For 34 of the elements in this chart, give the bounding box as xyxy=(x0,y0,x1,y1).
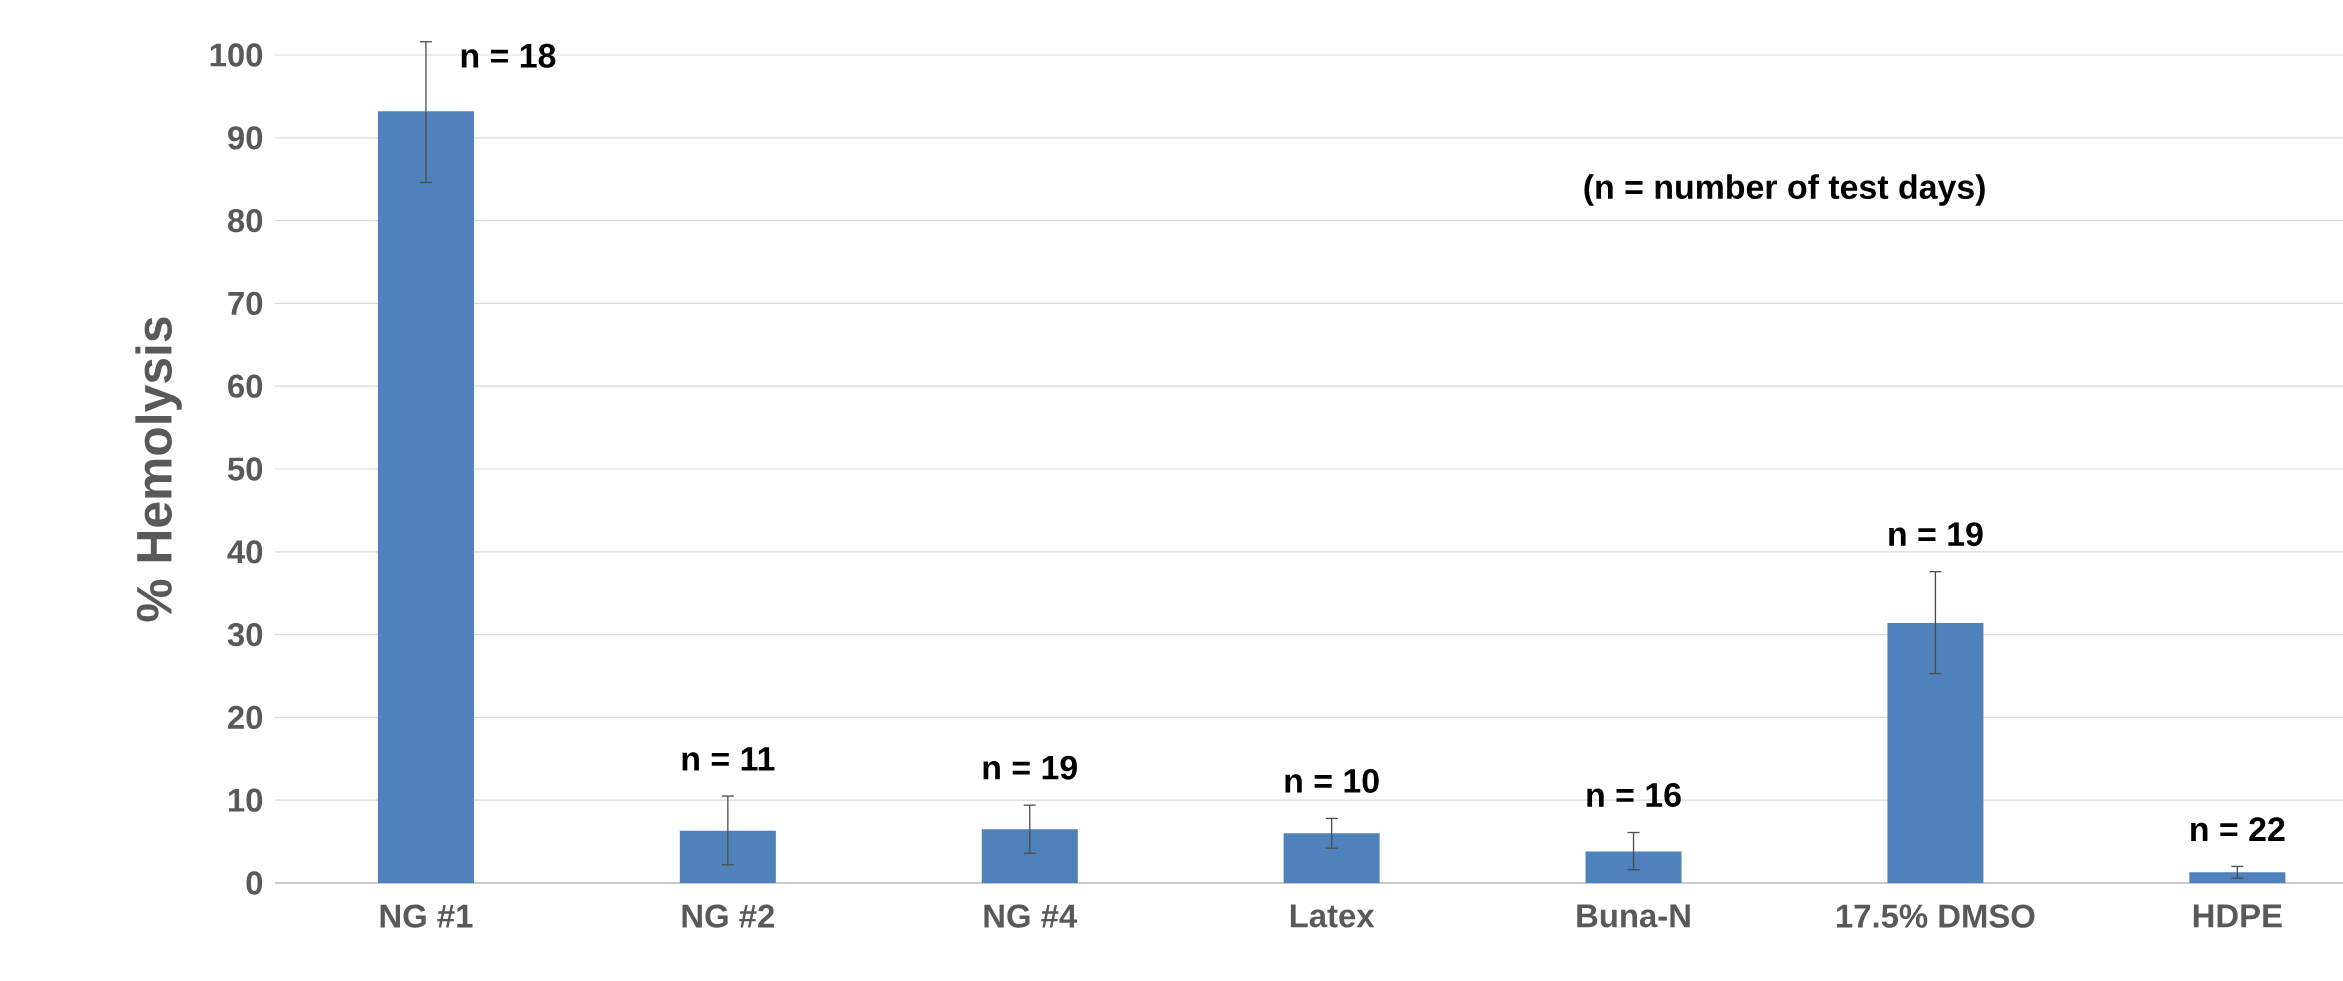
x-tick-label: 17.5% DMSO xyxy=(1837,904,2035,928)
bar xyxy=(1887,623,1984,883)
annotation: n = 22 xyxy=(2191,817,2285,841)
annotation: n = 18 xyxy=(461,43,556,68)
y-tick-label: 80 xyxy=(227,208,263,233)
y-tick-label: 60 xyxy=(228,374,263,398)
x-tick-label: NG #1 xyxy=(380,904,473,928)
y-tick-label: 0 xyxy=(246,871,263,895)
bar xyxy=(679,830,776,883)
y-tick-label: 10 xyxy=(228,788,263,812)
x-tick-label: Buna-N xyxy=(1577,904,1690,928)
bar xyxy=(981,829,1078,883)
y-tick-label: 100 xyxy=(210,43,263,67)
annotation: n = 19 xyxy=(1889,522,1983,547)
x-tick-label: NG #4 xyxy=(984,904,1078,928)
y-tick-label: 50 xyxy=(227,457,263,481)
annotation: n = 10 xyxy=(1285,768,1379,793)
x-tick-label: HDPE xyxy=(2193,904,2282,928)
y-tick-label: 30 xyxy=(227,622,263,647)
bar xyxy=(2189,872,2286,883)
y-tick-label: 20 xyxy=(228,705,263,730)
y-tick-label: 40 xyxy=(227,540,263,564)
y-tick-label: 70 xyxy=(228,291,263,316)
x-tick-label: Latex xyxy=(1290,904,1375,928)
bar xyxy=(377,111,474,883)
bar xyxy=(1585,851,1682,883)
bar xyxy=(1283,833,1380,883)
x-tick-label: NG #2 xyxy=(682,904,775,928)
y-axis-title: % Hemolysis xyxy=(135,317,182,622)
annotation: n = 11 xyxy=(682,747,775,771)
annotation: (n = number of test days) xyxy=(1584,174,1985,206)
annotation: n = 16 xyxy=(1587,782,1681,807)
y-tick-label: 90 xyxy=(228,126,263,150)
annotation: n = 19 xyxy=(983,755,1077,780)
